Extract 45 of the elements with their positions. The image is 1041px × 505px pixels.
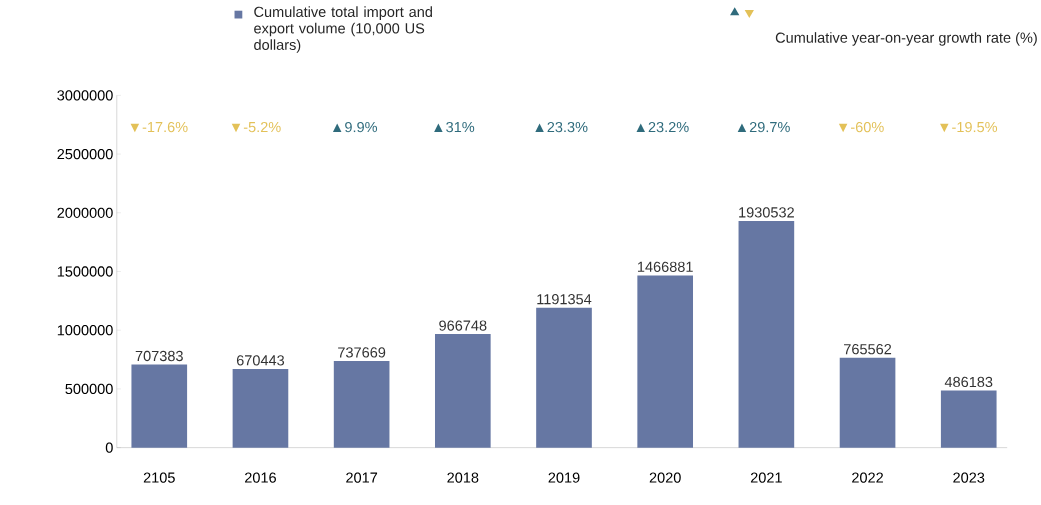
- x-tick-label: 2019: [548, 472, 580, 483]
- data-label: 966748: [439, 320, 487, 331]
- x-tick-label: 2017: [346, 472, 378, 483]
- y-tick-label: 0: [105, 442, 113, 453]
- bar: [637, 275, 694, 448]
- data-label: 486183: [944, 376, 993, 388]
- legend-label: Cumulative total import and export volume (10,000 US dollars): [254, 6, 432, 53]
- data-label: 1930532: [739, 207, 794, 218]
- y-tick-label: 2500000: [57, 148, 113, 160]
- bar: [839, 357, 896, 448]
- data-label: 670443: [236, 355, 285, 366]
- bar: [738, 220, 795, 448]
- bar: [131, 364, 188, 448]
- data-label: 765562: [844, 344, 892, 355]
- x-tick-label: 2023: [953, 472, 985, 483]
- bar: [536, 307, 592, 448]
- data-label: 1191354: [537, 294, 592, 305]
- bar: [232, 368, 289, 448]
- x-tick-label: 2105: [143, 472, 175, 483]
- y-tick-label: 500000: [65, 383, 113, 395]
- annotation: ▲31%: [434, 121, 475, 133]
- annotation: ▲29.7%: [737, 121, 790, 133]
- data-label: 707383: [135, 350, 183, 362]
- annotation: ▼-5.2%: [231, 121, 281, 133]
- data-label: 1466881: [637, 261, 693, 272]
- x-tick-label: 2020: [649, 472, 681, 483]
- annotation: ▲9.9%: [332, 121, 378, 133]
- x-tick-label: 2022: [852, 472, 883, 483]
- y-tick-label: 1500000: [57, 266, 113, 277]
- annotation: ▼-17.6%: [130, 121, 188, 133]
- y-tick-label: 3000000: [57, 90, 113, 101]
- bar: [434, 334, 491, 448]
- x-tick-label: 2018: [447, 472, 479, 483]
- x-tick-label: 2021: [750, 472, 782, 483]
- y-tick-label: 2000000: [57, 207, 113, 218]
- y-tick-label: 1000000: [57, 325, 113, 336]
- text: Cumulative year-on-year growth rate (%): [775, 32, 1037, 46]
- annotation: ▲23.3%: [535, 121, 588, 133]
- bar: [333, 361, 390, 448]
- bar: [940, 390, 997, 448]
- annotation: ▼-19.5%: [940, 121, 998, 133]
- annotation: ▲23.2%: [636, 121, 689, 133]
- annotation: ▼-60%: [838, 121, 884, 133]
- x-tick-label: 2016: [245, 472, 276, 483]
- data-label: 737669: [338, 347, 386, 358]
